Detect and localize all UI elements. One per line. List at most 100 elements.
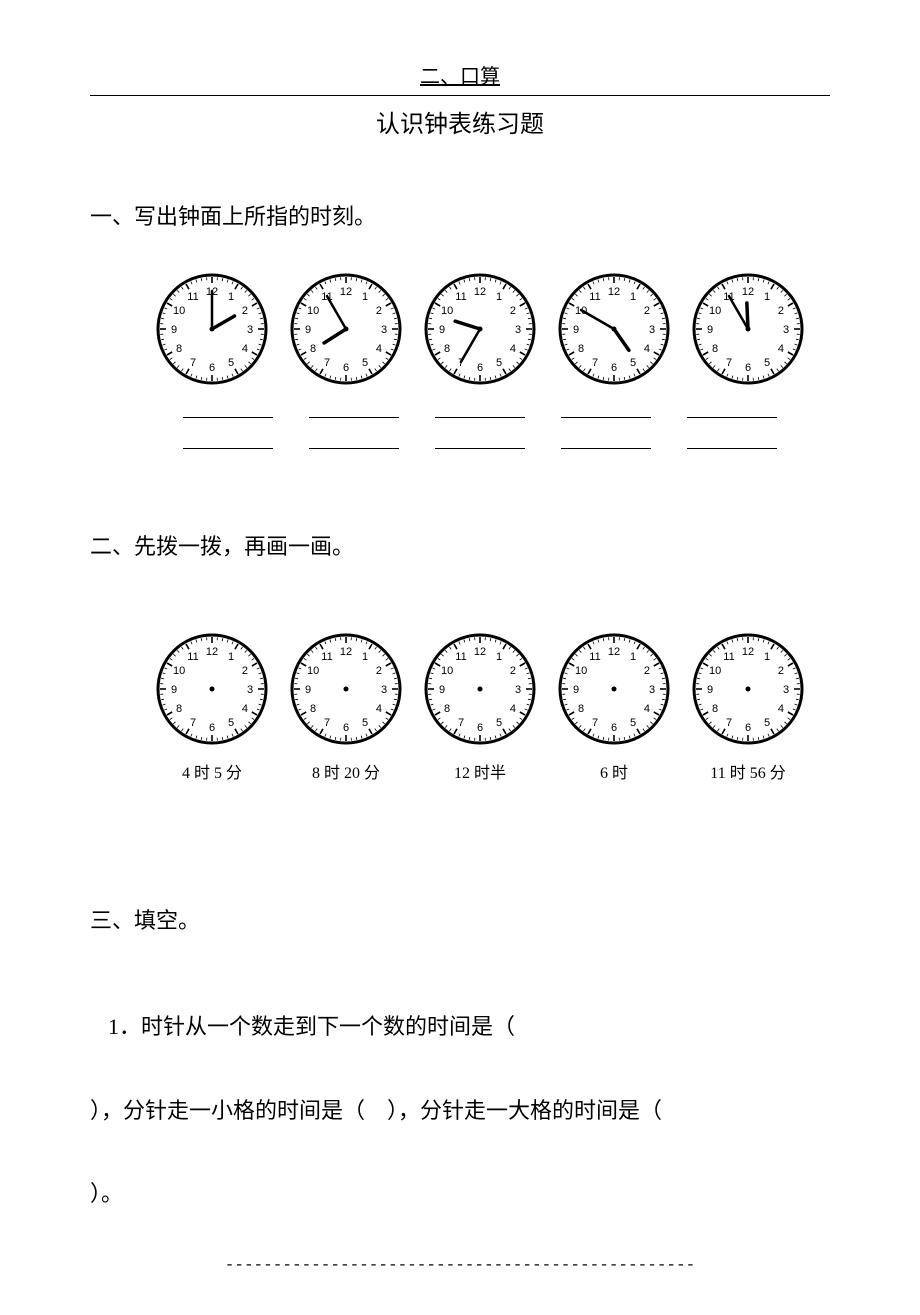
header-rule [90, 95, 830, 96]
svg-text:5: 5 [764, 717, 770, 729]
svg-text:2: 2 [644, 665, 650, 677]
clock-caption: 6 时 [600, 759, 628, 783]
section-2-heading: 二、先拨一拨，再画一画。 [90, 529, 830, 561]
svg-text:2: 2 [376, 665, 382, 677]
svg-text:7: 7 [190, 717, 196, 729]
svg-text:10: 10 [173, 305, 185, 317]
clock-item: 12345678910111212 时半 [422, 631, 538, 783]
clock-item: 123456789101112 [422, 271, 538, 387]
svg-text:2: 2 [778, 305, 784, 317]
clock-row-1: 1234567891011121234567891011121234567891… [130, 271, 830, 387]
svg-text:12: 12 [608, 646, 620, 658]
answer-blank[interactable] [687, 403, 777, 418]
svg-text:2: 2 [778, 665, 784, 677]
svg-text:1: 1 [630, 291, 636, 303]
svg-text:3: 3 [381, 684, 387, 696]
clock-face: 123456789101112 [422, 271, 538, 387]
clock-face: 123456789101112 [288, 271, 404, 387]
question-1-body: 1．时针从一个数走到下一个数的时间是（ ），分针走一小格的时间是（ ），分针走一… [90, 985, 830, 1236]
answer-blank[interactable] [561, 434, 651, 449]
clock-face: 123456789101112 [556, 271, 672, 387]
answer-blank[interactable] [687, 434, 777, 449]
svg-text:1: 1 [496, 651, 502, 663]
svg-text:7: 7 [726, 357, 732, 369]
svg-text:4: 4 [510, 343, 516, 355]
answer-blank[interactable] [435, 403, 525, 418]
svg-text:5: 5 [496, 717, 502, 729]
clock-face: 123456789101112 [154, 631, 270, 747]
svg-text:5: 5 [630, 717, 636, 729]
answer-blank[interactable] [435, 434, 525, 449]
section-3-heading: 三、填空。 [90, 903, 830, 935]
clock-item: 1234567891011126 时 [556, 631, 672, 783]
svg-text:8: 8 [712, 703, 718, 715]
svg-text:9: 9 [305, 684, 311, 696]
svg-text:11: 11 [455, 651, 466, 663]
answer-blank[interactable] [183, 403, 273, 418]
svg-text:11: 11 [187, 291, 198, 303]
svg-text:9: 9 [573, 324, 579, 336]
clock-item: 1234567891011128 时 20 分 [288, 631, 404, 783]
answer-blanks-row-1 [130, 389, 830, 418]
svg-text:11: 11 [455, 291, 466, 303]
svg-text:6: 6 [745, 722, 751, 734]
svg-text:5: 5 [630, 357, 636, 369]
svg-text:11: 11 [589, 291, 600, 303]
svg-text:10: 10 [307, 665, 319, 677]
svg-text:6: 6 [343, 722, 349, 734]
svg-text:9: 9 [573, 684, 579, 696]
svg-text:3: 3 [783, 324, 789, 336]
svg-text:4: 4 [644, 343, 650, 355]
svg-text:6: 6 [343, 362, 349, 374]
answer-blank[interactable] [183, 434, 273, 449]
svg-text:9: 9 [439, 324, 445, 336]
svg-text:9: 9 [305, 324, 311, 336]
svg-text:2: 2 [376, 305, 382, 317]
svg-text:5: 5 [228, 717, 234, 729]
q1-line-a: 1．时针从一个数走到下一个数的时间是（ [108, 985, 830, 1069]
svg-text:1: 1 [362, 291, 368, 303]
svg-text:2: 2 [510, 305, 516, 317]
clock-caption: 11 时 56 分 [710, 759, 785, 783]
svg-text:7: 7 [592, 357, 598, 369]
svg-text:4: 4 [376, 703, 382, 715]
clock-face: 123456789101112 [556, 631, 672, 747]
clock-item: 123456789101112 [690, 271, 806, 387]
answer-blank[interactable] [309, 434, 399, 449]
svg-text:3: 3 [381, 324, 387, 336]
clock-caption: 8 时 20 分 [312, 759, 380, 783]
clock-row-2: 1234567891011124 时 5 分1234567891011128 时… [130, 631, 830, 783]
svg-text:2: 2 [242, 665, 248, 677]
svg-text:4: 4 [778, 703, 784, 715]
svg-text:3: 3 [649, 324, 655, 336]
answer-blank[interactable] [309, 403, 399, 418]
svg-text:1: 1 [362, 651, 368, 663]
svg-text:10: 10 [709, 305, 721, 317]
svg-text:3: 3 [247, 684, 253, 696]
svg-text:12: 12 [206, 646, 218, 658]
section-1-heading: 一、写出钟面上所指的时刻。 [90, 199, 830, 231]
svg-text:11: 11 [321, 651, 332, 663]
answer-blank[interactable] [561, 403, 651, 418]
svg-text:12: 12 [474, 286, 486, 298]
svg-text:10: 10 [709, 665, 721, 677]
svg-text:8: 8 [578, 703, 584, 715]
svg-text:3: 3 [247, 324, 253, 336]
svg-text:5: 5 [362, 717, 368, 729]
svg-text:5: 5 [496, 357, 502, 369]
clock-face: 123456789101112 [422, 631, 538, 747]
svg-text:10: 10 [173, 665, 185, 677]
svg-text:6: 6 [477, 722, 483, 734]
svg-text:4: 4 [242, 703, 248, 715]
svg-text:4: 4 [242, 343, 248, 355]
svg-text:4: 4 [376, 343, 382, 355]
svg-text:1: 1 [764, 651, 770, 663]
svg-text:8: 8 [444, 703, 450, 715]
svg-text:8: 8 [310, 703, 316, 715]
svg-text:5: 5 [764, 357, 770, 369]
svg-text:5: 5 [362, 357, 368, 369]
clock-item: 123456789101112 [288, 271, 404, 387]
svg-text:1: 1 [630, 651, 636, 663]
svg-text:2: 2 [644, 305, 650, 317]
svg-text:3: 3 [515, 684, 521, 696]
